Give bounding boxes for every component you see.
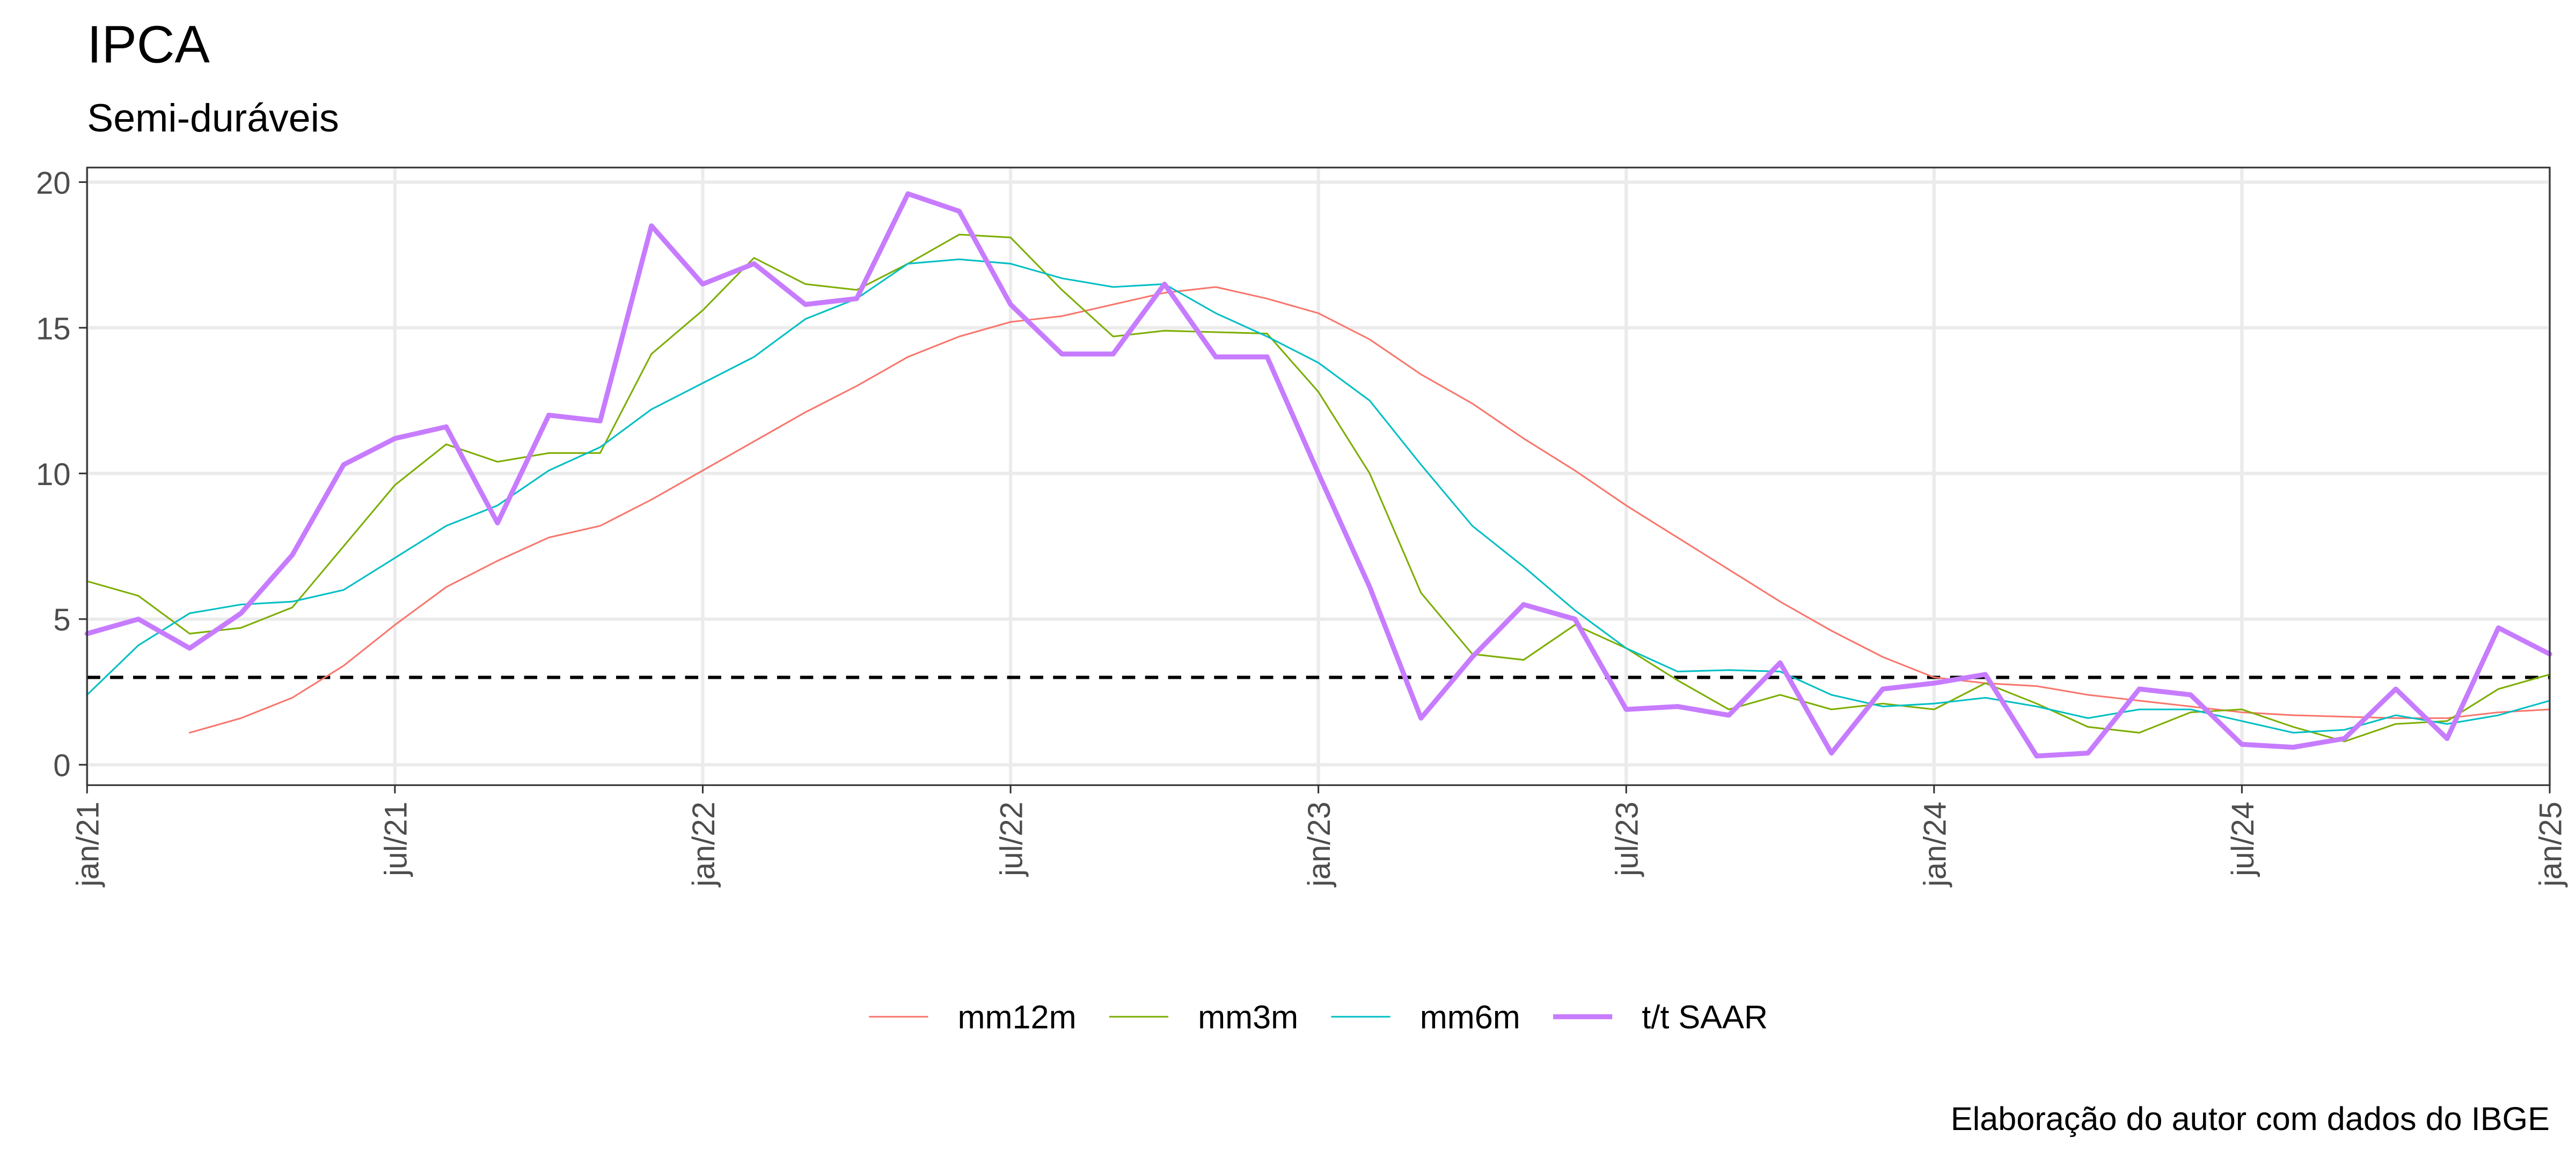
x-tick-label: jan/23	[1302, 802, 1337, 887]
legend: mm12m mm3m mm6m t/t SAAR	[869, 999, 1768, 1035]
y-tick-label: 0	[53, 749, 70, 783]
caption: Elaboração do autor com dados do IBGE	[1951, 1101, 2550, 1137]
legend-label: t/t SAAR	[1642, 999, 1768, 1035]
x-tick-label: jul/23	[1610, 802, 1645, 877]
legend-label: mm3m	[1198, 999, 1298, 1035]
x-tick-label: jul/24	[2226, 802, 2260, 877]
series-line	[84, 191, 2552, 759]
x-tick-label: jul/22	[994, 802, 1029, 877]
x-tick-label: jul/21	[378, 802, 413, 877]
y-tick-label: 20	[36, 166, 71, 201]
series-line	[188, 286, 2551, 734]
panel-border	[86, 166, 2551, 786]
y-tick-label: 15	[36, 311, 71, 346]
plot-marks	[84, 191, 2552, 759]
series-line	[86, 233, 2551, 743]
axes: 0 5 10 15 20 jan/21 jul/21 jan/22 jul/22 jan/23 ju…	[36, 166, 2568, 888]
x-tick-label: jan/21	[71, 802, 106, 887]
y-tick-label: 5	[53, 603, 70, 637]
chart-title: IPCA	[87, 14, 210, 74]
y-tick-label: 10	[36, 457, 71, 492]
x-tick-label: jan/24	[1918, 802, 1952, 887]
x-tick-label: jan/25	[2533, 802, 2568, 887]
x-tick-label: jan/22	[686, 802, 721, 887]
chart-subtitle: Semi-duráveis	[87, 96, 339, 140]
legend-label: mm12m	[958, 999, 1077, 1035]
legend-label: mm6m	[1420, 999, 1520, 1035]
series-line	[86, 258, 2551, 734]
